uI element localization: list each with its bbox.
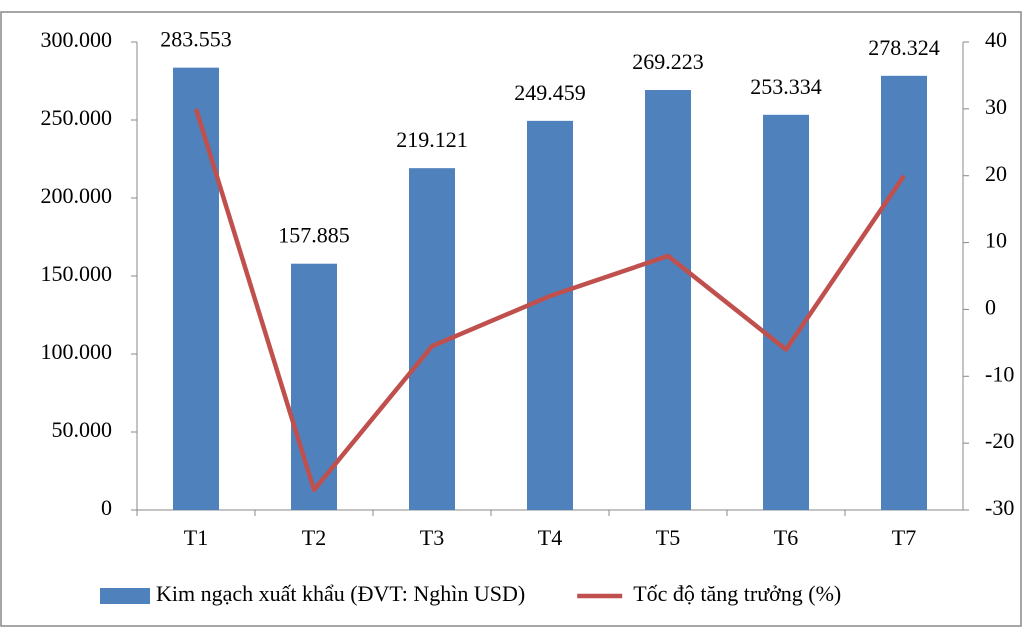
y2-tick-label: 0 <box>985 294 996 319</box>
bar <box>527 120 573 510</box>
line <box>193 108 906 493</box>
y-tick-label: 150.000 <box>41 261 113 286</box>
x-tick-label: T7 <box>892 525 916 550</box>
bar <box>173 67 219 510</box>
y2-tick-label: -10 <box>985 361 1014 386</box>
x-tick-label: T4 <box>538 525 562 550</box>
data-label: 249.459 <box>514 80 586 105</box>
bar <box>763 114 809 511</box>
y-tick-label: 200.000 <box>41 183 113 208</box>
legend-label: Tốc độ tăng trưởng (%) <box>633 581 841 606</box>
data-label: 219.121 <box>396 127 468 152</box>
x-tick-label: T6 <box>774 525 798 550</box>
y2-tick-label: 30 <box>985 94 1007 119</box>
bar <box>645 90 691 511</box>
y-tick-label: 100.000 <box>41 339 113 364</box>
y2-tick-label: -20 <box>985 428 1014 453</box>
legend-swatch <box>100 588 150 604</box>
data-label: 283.553 <box>160 27 232 52</box>
y2-tick-label: 40 <box>985 27 1007 52</box>
y2-tick-label: 20 <box>985 161 1007 186</box>
data-label: 269.223 <box>632 49 704 74</box>
bar <box>881 75 927 510</box>
x-tick-label: T1 <box>184 525 208 550</box>
y-tick-label: 50.000 <box>52 417 113 442</box>
data-label: 157.885 <box>278 223 350 248</box>
y-tick-label: 300.000 <box>41 27 113 52</box>
y-tick-label: 250.000 <box>41 105 113 130</box>
legend-label: Kim ngạch xuất khẩu (ĐVT: Nghìn USD) <box>156 581 525 606</box>
x-tick-label: T5 <box>656 525 680 550</box>
y2-tick-label: 10 <box>985 228 1007 253</box>
y2-tick-label: -30 <box>985 495 1014 520</box>
x-tick-label: T3 <box>420 525 444 550</box>
y-tick-label: 0 <box>101 495 112 520</box>
data-label: 278.324 <box>868 35 940 60</box>
chart-frame <box>0 11 1022 627</box>
x-tick-label: T2 <box>302 525 326 550</box>
data-label: 253.334 <box>750 74 822 99</box>
